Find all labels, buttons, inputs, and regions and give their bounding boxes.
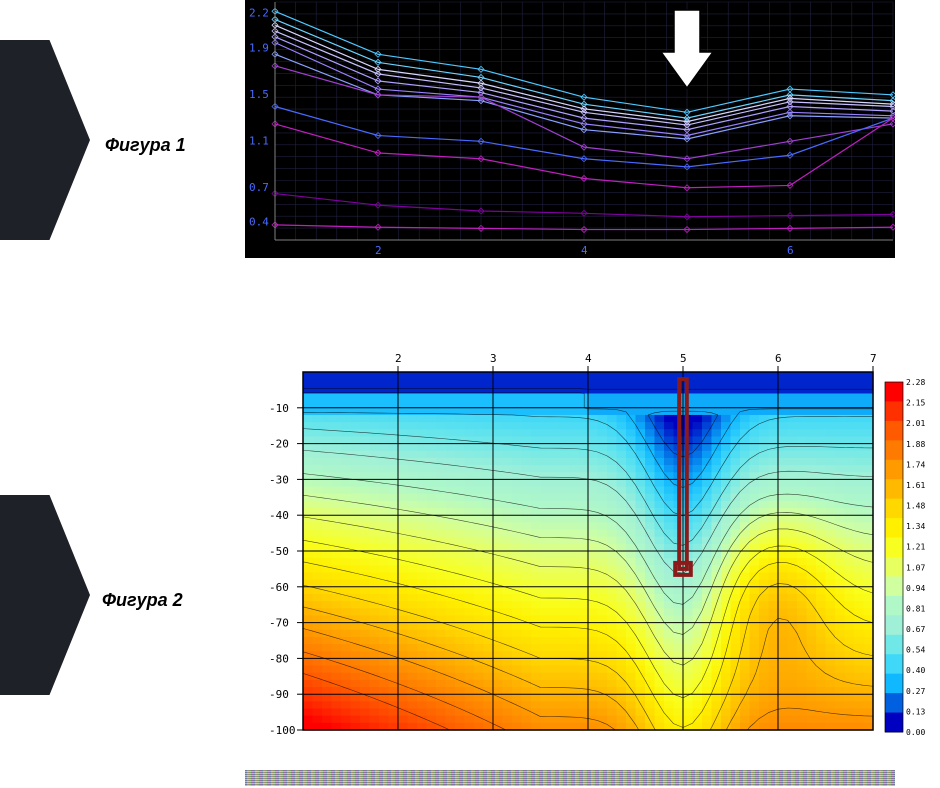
svg-text:-100: -100: [269, 724, 296, 737]
svg-text:2: 2: [395, 352, 402, 365]
svg-text:2.01: 2.01: [906, 419, 925, 428]
svg-text:1.74: 1.74: [906, 460, 925, 469]
svg-text:0.94: 0.94: [906, 584, 925, 593]
line-chart: 2.2 1.9 1.5 1.1 0.7 0.4 2 4 6: [245, 0, 895, 258]
svg-text:-70: -70: [269, 617, 289, 630]
svg-text:4: 4: [581, 244, 588, 257]
svg-text:-10: -10: [269, 402, 289, 415]
svg-text:6: 6: [775, 352, 782, 365]
svg-text:1.5: 1.5: [249, 88, 269, 101]
svg-text:-20: -20: [269, 438, 289, 451]
svg-text:3: 3: [490, 352, 497, 365]
svg-text:1.21: 1.21: [906, 543, 925, 552]
svg-text:4: 4: [585, 352, 592, 365]
pentagon-marker-2: [0, 495, 90, 695]
svg-text:2.15: 2.15: [906, 399, 925, 408]
svg-text:-50: -50: [269, 545, 289, 558]
svg-text:1.61: 1.61: [906, 481, 925, 490]
svg-text:1.07: 1.07: [906, 563, 925, 572]
noise-strip: [245, 770, 895, 786]
svg-text:-30: -30: [269, 473, 289, 486]
svg-text:-40: -40: [269, 509, 289, 522]
svg-text:1.48: 1.48: [906, 502, 925, 511]
figure2-chart: 2 3 4 5 6 7 -10 -20 -30 -40 -50 -60 -70 -80 -90 -100 2.2…: [245, 352, 935, 747]
svg-text:0.67: 0.67: [906, 625, 925, 634]
svg-text:0.40: 0.40: [906, 666, 925, 675]
svg-text:0.81: 0.81: [906, 604, 925, 613]
figure2-label: Фигура 2: [102, 590, 183, 611]
svg-text:1.88: 1.88: [906, 440, 925, 449]
svg-text:-90: -90: [269, 688, 289, 701]
svg-text:7: 7: [870, 352, 877, 365]
svg-text:1.1: 1.1: [249, 134, 269, 147]
contour-heatmap: 2 3 4 5 6 7 -10 -20 -30 -40 -50 -60 -70 -80 -90 -100 2.2…: [245, 352, 935, 747]
svg-text:-60: -60: [269, 581, 289, 594]
svg-text:0.13: 0.13: [906, 707, 925, 716]
svg-text:5: 5: [680, 352, 687, 365]
svg-text:1.34: 1.34: [906, 522, 925, 531]
svg-text:0.54: 0.54: [906, 646, 925, 655]
svg-text:0.27: 0.27: [906, 687, 925, 696]
figure1-label: Фигура 1: [105, 135, 186, 156]
svg-text:-80: -80: [269, 652, 289, 665]
svg-text:2.2: 2.2: [249, 7, 269, 20]
svg-text:1.9: 1.9: [249, 41, 269, 54]
svg-text:0.7: 0.7: [249, 181, 269, 194]
figure1-chart: 2.2 1.9 1.5 1.1 0.7 0.4 2 4 6: [245, 0, 895, 258]
svg-text:2: 2: [375, 244, 382, 257]
svg-text:0.00: 0.00: [906, 728, 925, 737]
svg-text:6: 6: [787, 244, 794, 257]
svg-text:2.28: 2.28: [906, 378, 925, 387]
svg-text:0.4: 0.4: [249, 216, 269, 229]
pentagon-marker-1: [0, 40, 90, 240]
